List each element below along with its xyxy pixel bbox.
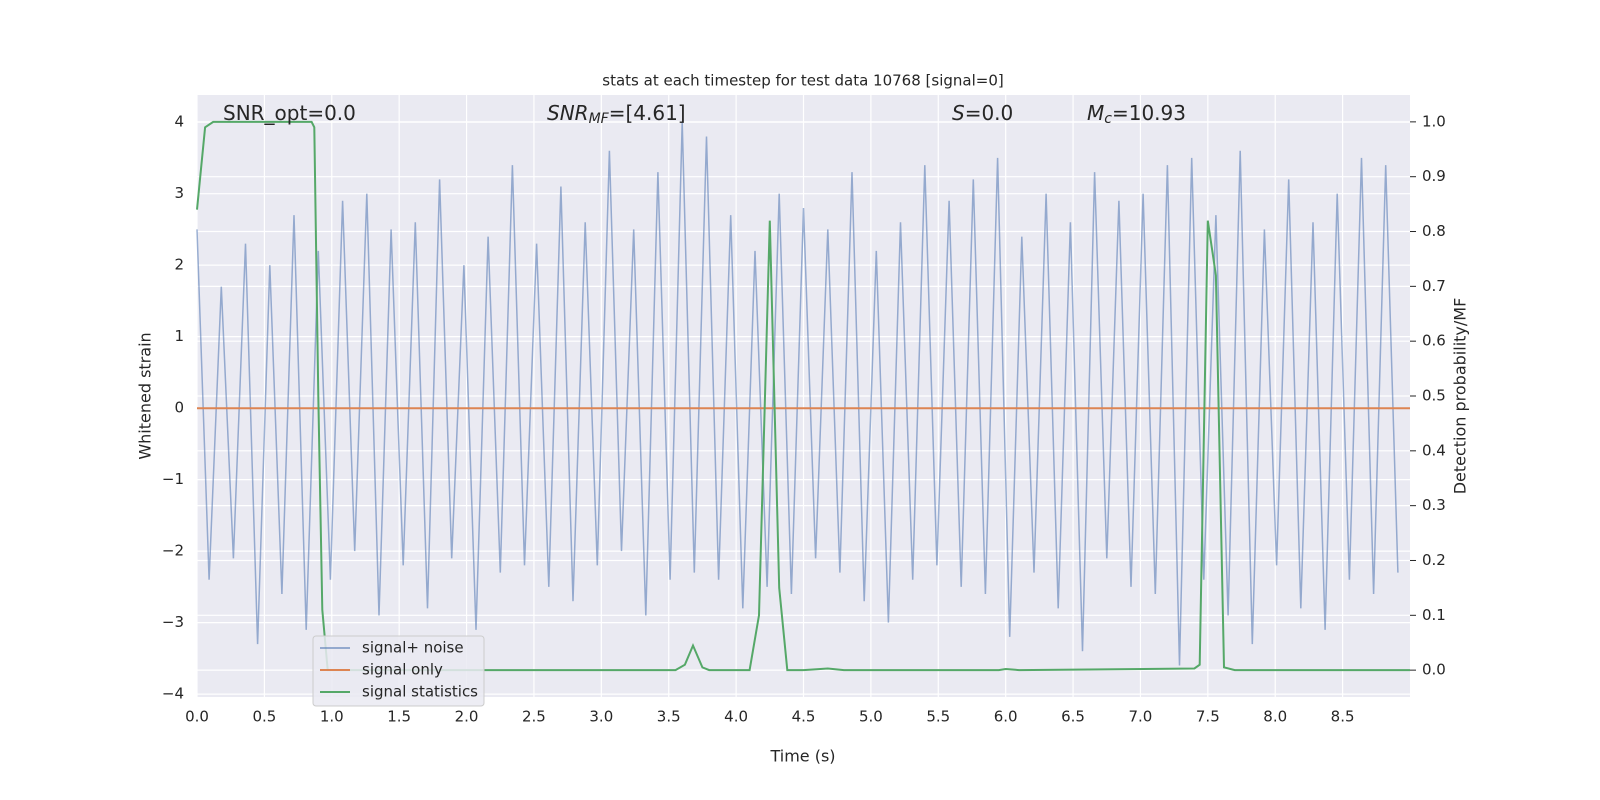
legend-label: signal only: [362, 661, 443, 679]
x-tick-label: 8.0: [1263, 708, 1287, 726]
y2-tick-label: 0.5: [1422, 387, 1446, 405]
legend: signal+ noise signal only signal statistic…: [312, 635, 485, 707]
annotation-text: =10.93: [1112, 101, 1186, 125]
x-tick-label: 2.5: [522, 708, 546, 726]
annotation: S=0.0: [952, 101, 1013, 125]
x-tick-label: 3.0: [589, 708, 613, 726]
series-line: [196, 122, 1399, 666]
series-line: [196, 120, 1410, 672]
x-tick-label: 5.5: [926, 708, 950, 726]
chart-title: stats at each timestep for test data 107…: [602, 72, 1003, 90]
y-tick-label: 3: [174, 184, 184, 202]
x-tick-label: 8.5: [1331, 708, 1355, 726]
y-tick-label: 4: [174, 113, 184, 131]
y2-tick-label: 1.0: [1422, 112, 1446, 130]
x-tick-label: 7.5: [1196, 708, 1220, 726]
annotation: SNR_opt=0.0: [223, 101, 356, 125]
legend-box: [312, 635, 485, 707]
x-tick-label: 1.0: [320, 708, 344, 726]
annotation-main: S: [952, 101, 965, 125]
annotation-text: =[4.61]: [609, 101, 686, 125]
x-tick-label: 0.5: [252, 708, 276, 726]
y2-tick-label: 0.3: [1422, 496, 1446, 514]
legend-label: signal statistics: [362, 683, 478, 701]
y2-axis-label: Detection probability/MF: [1451, 298, 1470, 495]
y2-tick-label: 0.0: [1422, 661, 1446, 679]
annotation-text: SNR_opt=0.0: [223, 101, 356, 125]
y-tick-label: −4: [162, 685, 184, 703]
annotation-sub: MF: [589, 111, 610, 127]
x-tick-label: 6.0: [994, 708, 1018, 726]
annotation: Mc=10.93: [1087, 101, 1186, 128]
y2-tick-label: 0.9: [1422, 167, 1446, 185]
y-tick-label: 2: [174, 256, 184, 274]
annotation: SNRMF=[4.61]: [547, 101, 686, 128]
x-tick-label: 4.0: [724, 708, 748, 726]
y2-tick-label: 0.7: [1422, 277, 1446, 295]
y-tick-label: −1: [162, 470, 184, 488]
y2-tick-label: 0.2: [1422, 551, 1446, 569]
annotation-text: =0.0: [965, 101, 1014, 125]
x-tick-label: 6.5: [1061, 708, 1085, 726]
annotation-main: SNR: [547, 101, 589, 125]
marks: [196, 120, 1410, 672]
x-tick-label: 4.5: [792, 708, 816, 726]
y-tick-label: 0: [174, 399, 184, 417]
y-axis-label: Whitened strain: [136, 332, 155, 459]
y2-tick-label: 0.8: [1422, 222, 1446, 240]
y-tick-label: −2: [162, 542, 184, 560]
x-tick-label: 7.0: [1129, 708, 1153, 726]
legend-label: signal+ noise: [362, 639, 464, 657]
x-tick-label: 0.0: [185, 708, 209, 726]
y-tick-label: −3: [162, 613, 184, 631]
y2-tick-label: 0.6: [1422, 332, 1446, 350]
x-tick-label: 1.5: [387, 708, 411, 726]
labels: 0.0 0.5 1.0 1.5 2.0 2.5 3.0 3.5 4.0 4.5 5.0 5.5 6.0 6…: [162, 101, 1446, 726]
y-tick-label: 1: [174, 327, 184, 345]
y2-tick-label: 0.1: [1422, 606, 1446, 624]
x-tick-label: 5.0: [859, 708, 883, 726]
x-tick-label: 3.5: [657, 708, 681, 726]
y2-tick-label: 0.4: [1422, 441, 1446, 459]
annotation-sub: c: [1104, 111, 1112, 127]
x-axis-label: Time (s): [769, 747, 835, 766]
annotation-main: M: [1087, 101, 1104, 125]
x-tick-label: 2.0: [455, 708, 479, 726]
